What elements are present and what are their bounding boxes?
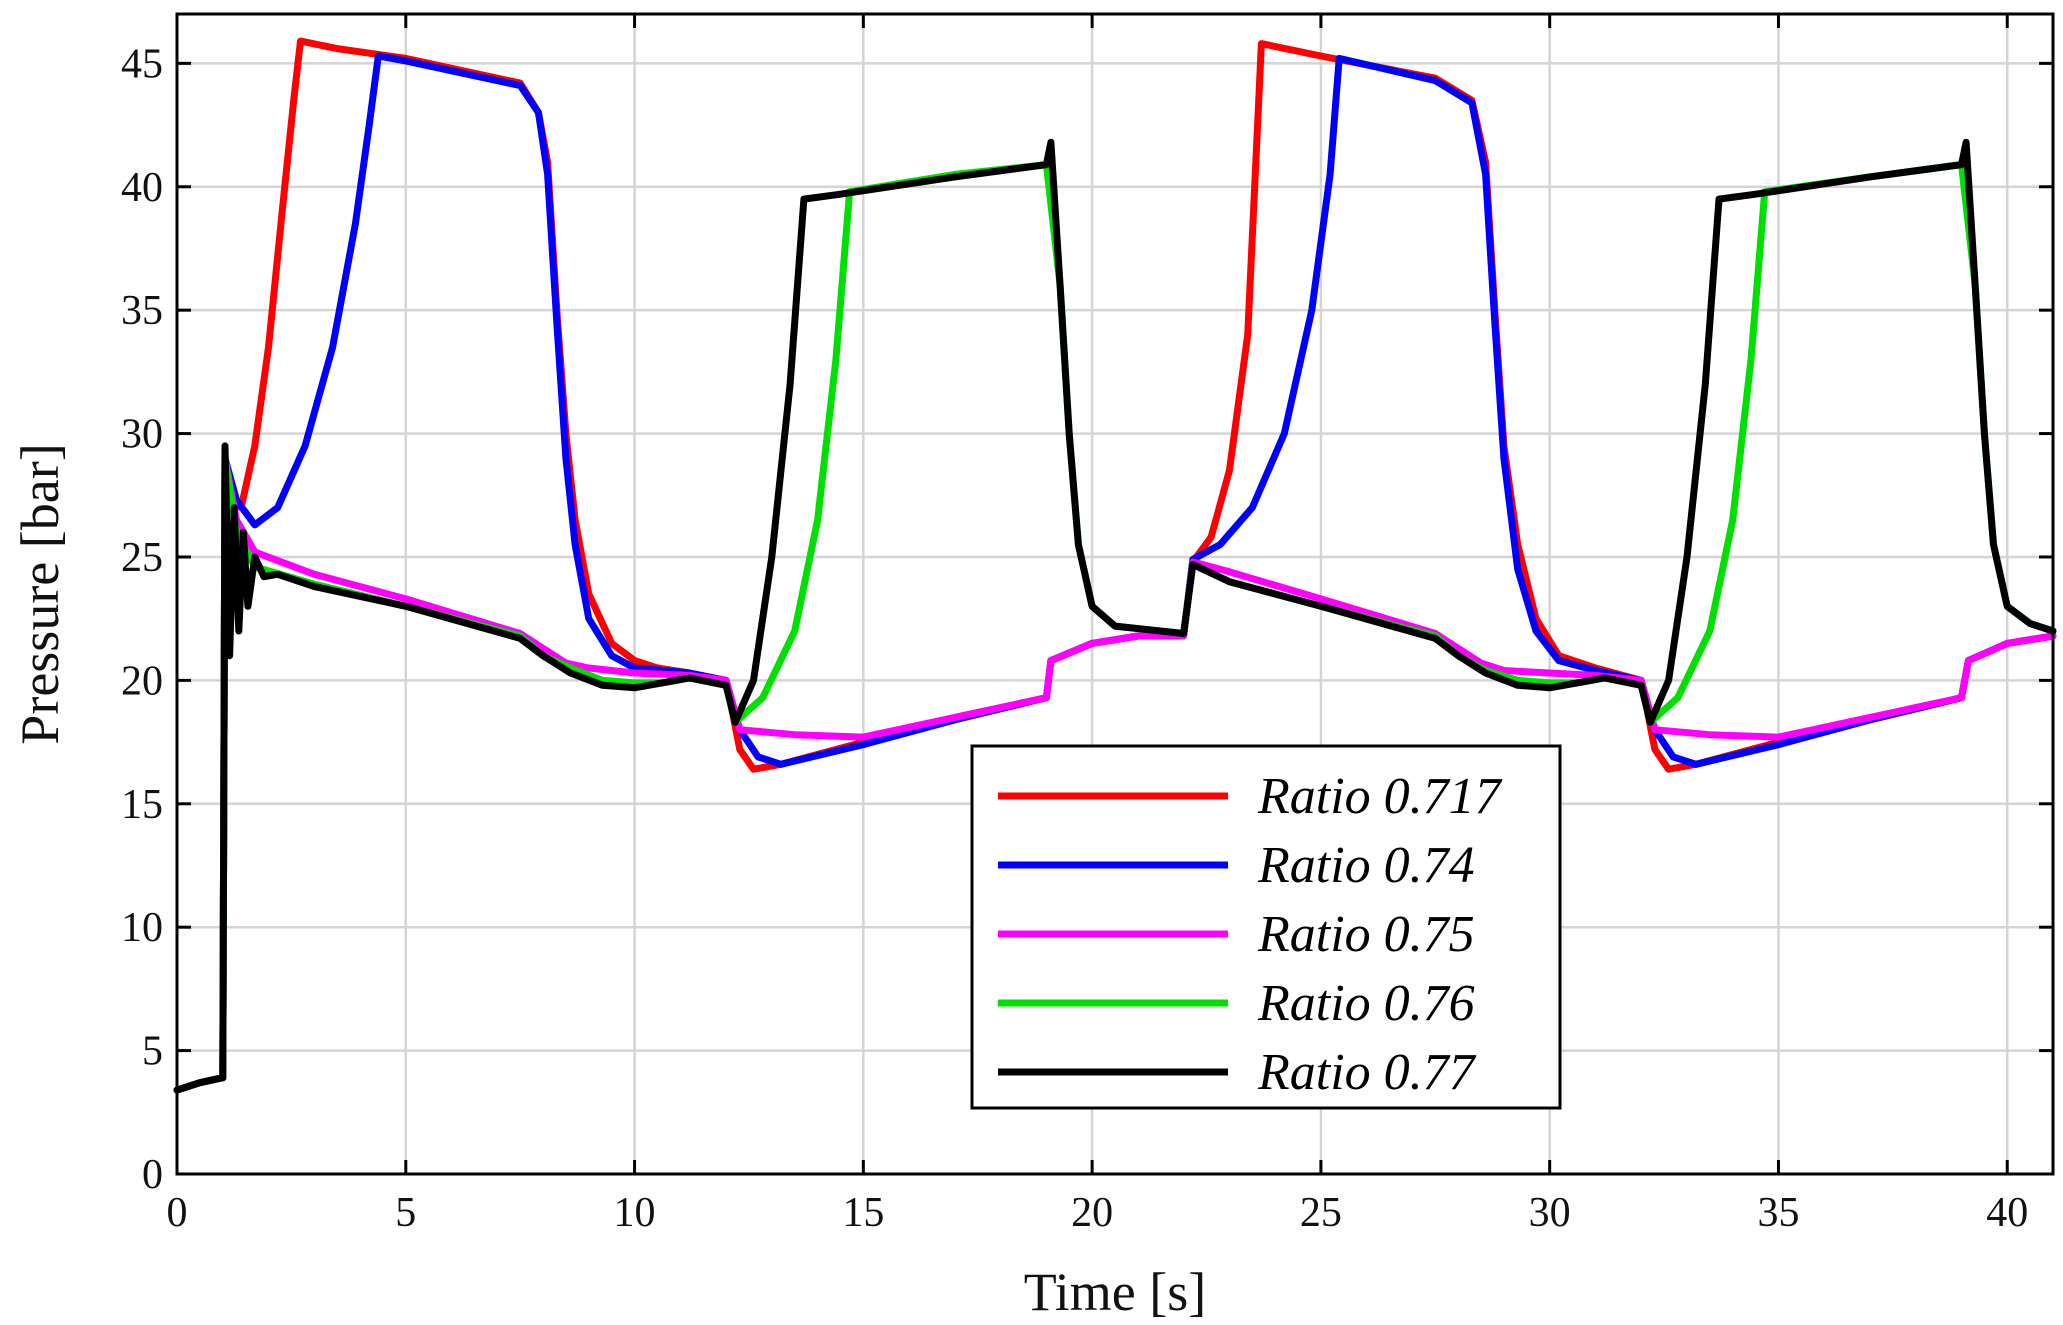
x-tick-label: 10 (614, 1190, 656, 1236)
legend-items: Ratio 0.717 Ratio 0.74 Ratio 0.75 Ratio 0.7… (998, 768, 1503, 1101)
x-tick-label: 40 (1986, 1190, 2028, 1236)
y-tick-label: 35 (121, 288, 163, 334)
legend-box (970, 744, 1562, 1110)
legend-entry-label: Ratio 0.75 (1257, 906, 1475, 963)
legend-entry-label: Ratio 0.717 (1257, 768, 1503, 825)
y-tick-label: 25 (121, 535, 163, 581)
series-line-3 (173, 454, 2057, 1094)
y-tick-label: 30 (121, 412, 163, 458)
y-tick-label: 45 (121, 41, 163, 87)
y-tick-label: 40 (121, 165, 163, 211)
x-tick-label: 20 (1071, 1190, 1113, 1236)
legend: Ratio 0.717 Ratio 0.74 Ratio 0.75 Ratio 0.7… (970, 744, 1562, 1110)
legend-entry-label: Ratio 0.77 (1257, 1044, 1477, 1101)
x-tick-label: 15 (842, 1190, 884, 1236)
series-layer (173, 37, 2057, 1094)
y-tick-label: 15 (121, 782, 163, 828)
x-tick-label: 30 (1529, 1190, 1571, 1236)
x-tick-label: 35 (1757, 1190, 1799, 1236)
y-axis-label: Pressure [bar] (10, 443, 70, 744)
legend-entry-label: Ratio 0.74 (1257, 837, 1475, 894)
y-tick-label: 5 (142, 1029, 163, 1075)
tick-layer: 0 5 10 15 20 25 30 35 40 0 5 10 15 20 25 30 35 40 45 (121, 14, 2053, 1236)
y-tick-label: 20 (121, 658, 163, 704)
legend-entry-label: Ratio 0.76 (1257, 975, 1475, 1032)
x-axis-label: Time [s] (1024, 1262, 1207, 1322)
y-tick-label: 0 (142, 1152, 163, 1198)
x-tick-label: 0 (167, 1190, 188, 1236)
x-tick-label: 5 (395, 1190, 416, 1236)
x-tick-label: 25 (1300, 1190, 1342, 1236)
series-line-5 (173, 138, 2057, 1094)
y-tick-label: 10 (121, 905, 163, 951)
plot-frame (175, 12, 2055, 1176)
